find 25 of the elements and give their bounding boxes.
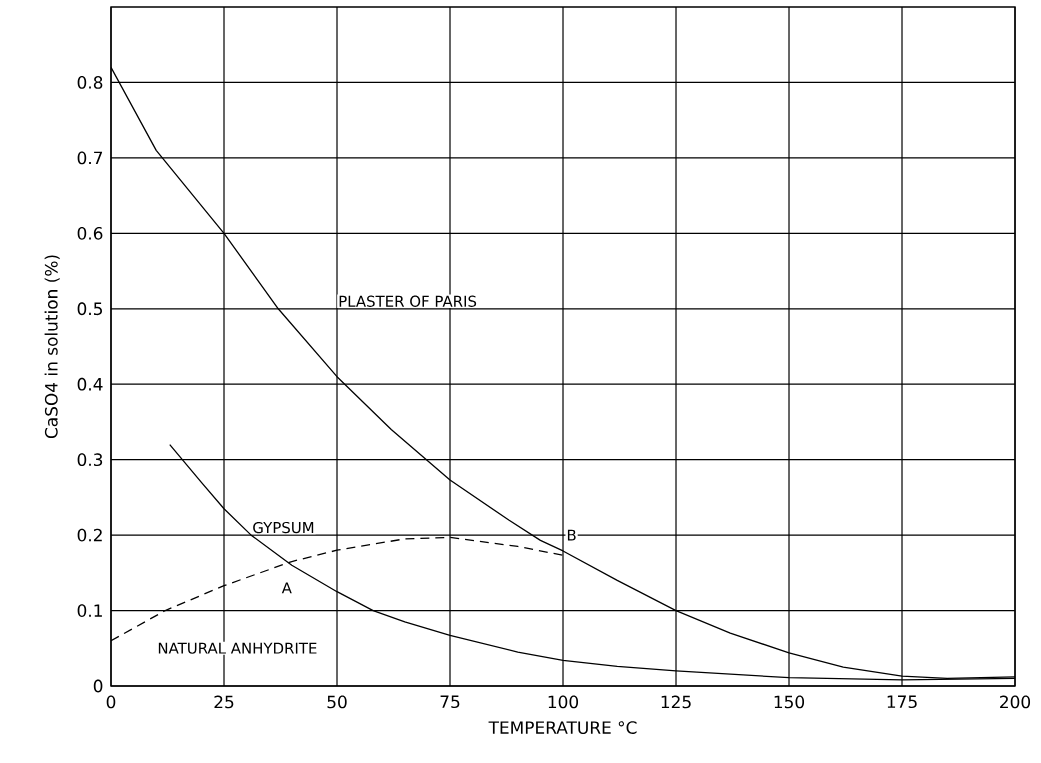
- x-tick-label: 200: [1000, 695, 1031, 709]
- x-tick-label: 175: [887, 695, 917, 709]
- y-tick-label: 0.7: [77, 151, 103, 165]
- x-tick-label: 50: [327, 695, 347, 709]
- x-axis-title: TEMPERATURE °C: [488, 721, 637, 734]
- y-tick-label: 0: [93, 679, 103, 693]
- y-axis-title: CaSO4 in solution (%): [44, 255, 60, 439]
- y-tick-label: 0.6: [77, 226, 103, 240]
- annotation: B: [567, 529, 576, 541]
- annotation: PLASTER OF PARIS: [339, 295, 477, 307]
- y-tick-label: 0.5: [77, 302, 102, 316]
- x-tick-label: 25: [214, 695, 234, 709]
- x-tick-label: 75: [440, 695, 460, 709]
- y-tick-label: 0.4: [77, 377, 103, 391]
- y-tick-label: 0.8: [77, 76, 103, 89]
- x-tick-label: 0: [106, 695, 116, 709]
- y-tick-label: 0.3: [77, 453, 103, 467]
- y-tick-label: 0.2: [77, 528, 102, 542]
- y-tick-label: 0.1: [77, 604, 102, 617]
- annotation: NATURAL ANHYDRITE: [158, 642, 317, 654]
- annotation: GYPSUM: [253, 521, 314, 534]
- x-tick-label: 150: [774, 695, 805, 709]
- x-tick-label: 125: [661, 695, 691, 709]
- annotation: A: [281, 582, 292, 594]
- x-tick-label: 100: [548, 695, 579, 709]
